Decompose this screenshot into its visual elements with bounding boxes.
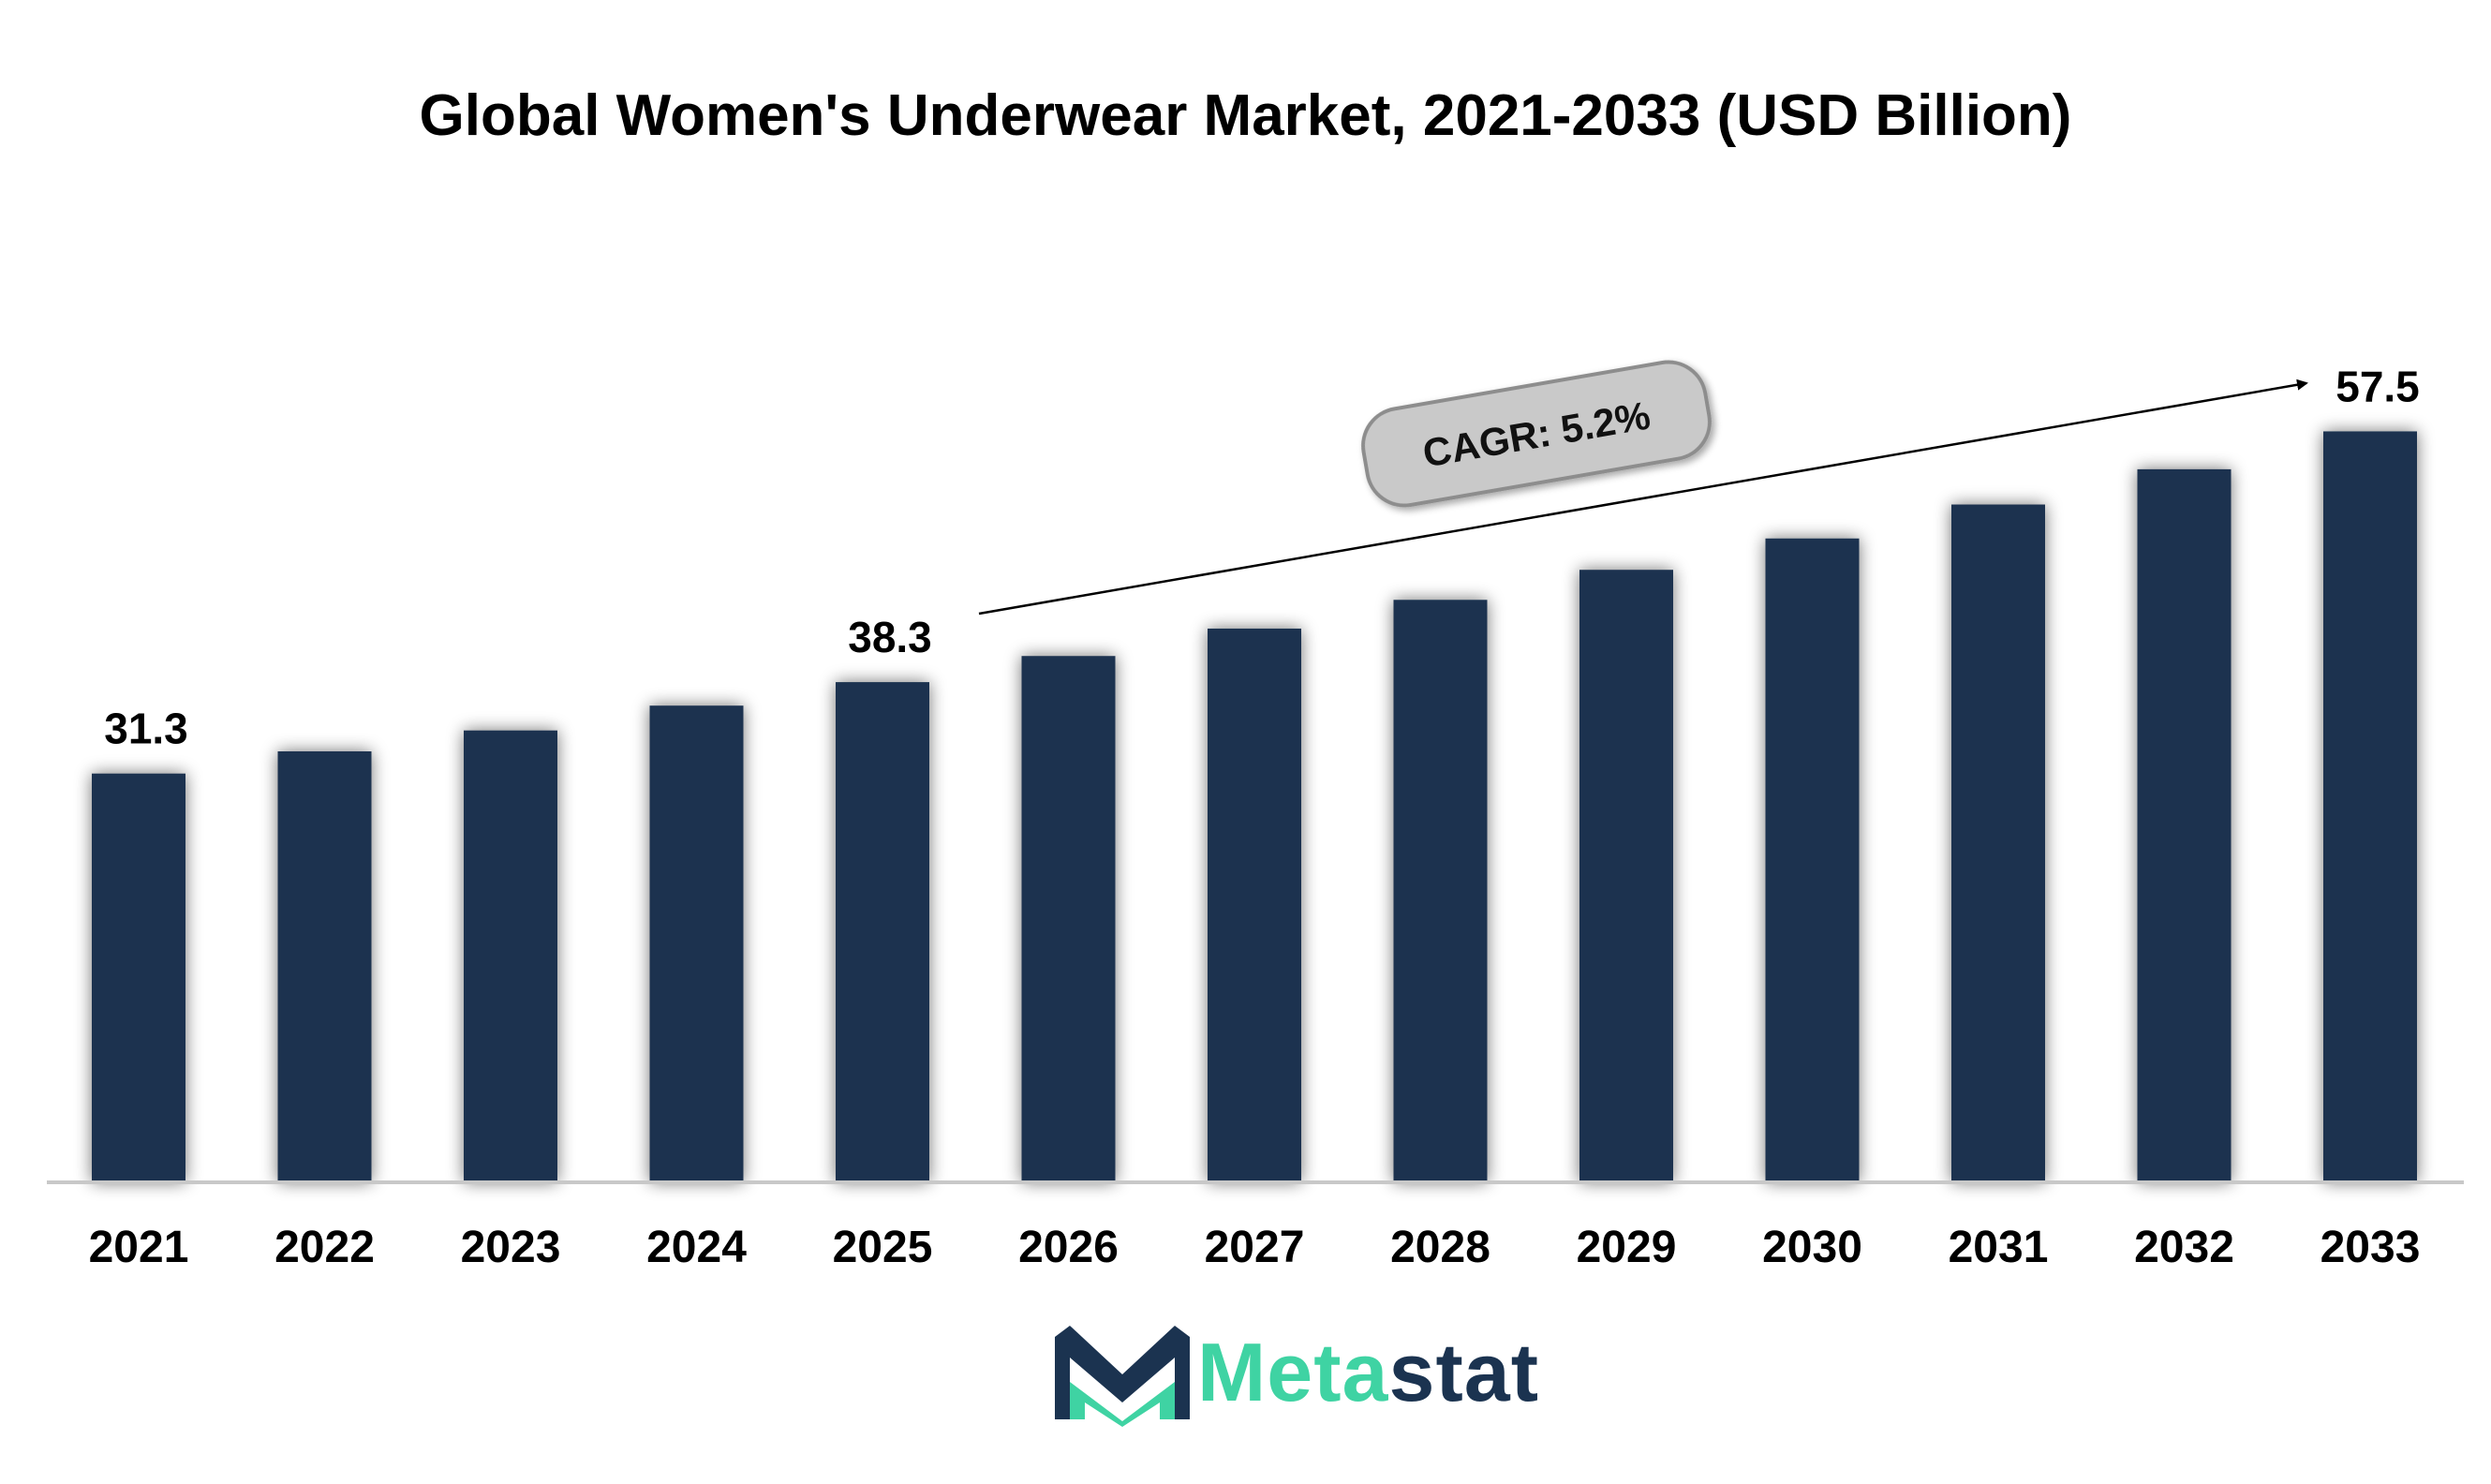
x-tick-labels: 2021 2022 2023 2024 2025 2026 2027 2028 2029 2030…: [89, 1223, 2421, 1272]
bar-2027: [1208, 628, 1301, 1182]
bar-2023: [464, 730, 557, 1182]
logo-text-meta: Meta: [1197, 1326, 1389, 1418]
data-label-2025: 38.3: [848, 613, 932, 661]
x-tick-2025: 2025: [833, 1223, 933, 1272]
bar-2032: [2137, 468, 2232, 1183]
x-tick-2027: 2027: [1205, 1223, 1305, 1272]
data-label-2021: 31.3: [104, 705, 188, 753]
bar-2028: [1393, 600, 1488, 1182]
x-tick-2033: 2033: [2320, 1223, 2421, 1272]
x-tick-2032: 2032: [2134, 1223, 2234, 1272]
bar-2031: [1951, 504, 2045, 1182]
chart-title: Global Women's Underwear Market, 2021-20…: [419, 83, 2072, 148]
x-tick-2021: 2021: [89, 1223, 189, 1272]
x-tick-2031: 2031: [1949, 1223, 2049, 1272]
x-tick-2030: 2030: [1762, 1223, 1862, 1272]
bar-2029: [1579, 570, 1673, 1182]
bar-2024: [649, 705, 744, 1182]
cagr-trend-arrow: [978, 378, 2308, 616]
cagr-badge: CAGR: 5.2%: [1361, 360, 1712, 508]
x-tick-2023: 2023: [461, 1223, 561, 1272]
x-tick-2028: 2028: [1390, 1223, 1490, 1272]
data-label-2033: 57.5: [2335, 362, 2420, 410]
x-tick-2029: 2029: [1577, 1223, 1677, 1272]
metastat-wordmark: Metastat: [1197, 1325, 1539, 1420]
bar-2033: [2323, 431, 2417, 1182]
bar-2026: [1021, 656, 1116, 1182]
x-tick-2024: 2024: [646, 1223, 747, 1272]
bar-2025: [836, 682, 929, 1182]
x-tick-2022: 2022: [274, 1223, 375, 1272]
data-labels: 31.3 38.3 57.5: [104, 362, 2420, 752]
metastat-logo-mark-icon: [1055, 1326, 1190, 1427]
bars-layer: [92, 431, 2417, 1183]
bar-2022: [277, 750, 372, 1182]
metastat-logo: Metastat: [1047, 1316, 1539, 1429]
bar-2021: [92, 773, 185, 1182]
logo-text-stat: stat: [1388, 1326, 1539, 1418]
x-tick-2026: 2026: [1018, 1223, 1119, 1272]
bar-2030: [1765, 538, 1860, 1182]
